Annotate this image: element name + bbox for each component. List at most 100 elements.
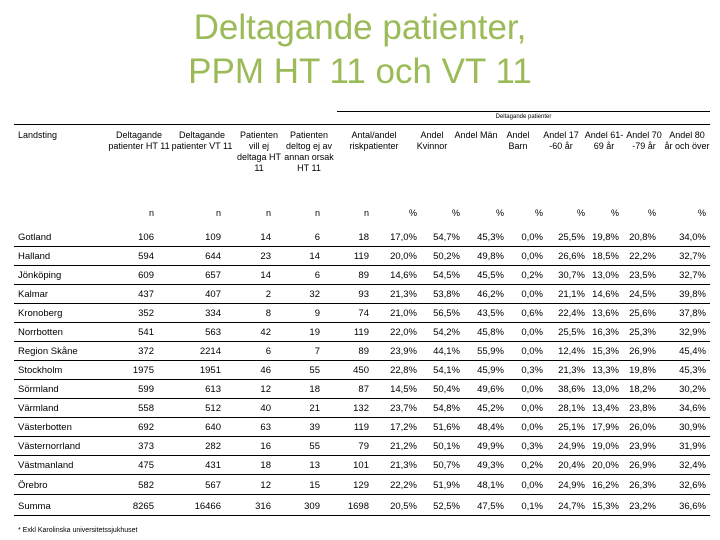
table-cell: 0,6% (521, 308, 543, 319)
table-cell: 22,4% (558, 308, 585, 319)
unit-label-3: n (265, 208, 271, 218)
table-cell: 109 (205, 232, 221, 243)
group-divider (337, 111, 710, 112)
row-divider (14, 360, 710, 361)
table-cell: 49,6% (477, 384, 504, 395)
table-cell: 16,2% (592, 480, 619, 491)
table-cell: 558 (138, 403, 154, 414)
group-label: Deltagande patienter (495, 114, 552, 120)
table-cell: 334 (205, 308, 221, 319)
table-cell: 50,7% (433, 460, 460, 471)
table-cell: 18 (260, 460, 271, 471)
table-cell: 34,6% (679, 403, 706, 414)
table-top-rule (14, 124, 710, 125)
table-row: Gotland 106 109 14 6 18 17,0% 54,7% 45,3% 0,0% 25,… (14, 228, 710, 247)
table-cell: 14 (309, 251, 320, 262)
table-cell: 13,0% (592, 270, 619, 281)
table-cell: 21,3% (558, 365, 585, 376)
table-cell: 55 (309, 441, 320, 452)
table-cell: 119 (353, 422, 369, 433)
table-cell: 475 (138, 460, 154, 471)
column-header-5: Antal/andel riskpatienter (349, 130, 399, 151)
table-cell: 51,6% (433, 422, 460, 433)
table-cell: 23,5% (629, 270, 656, 281)
table-cell: 6 (314, 232, 320, 243)
table-cell: 56,5% (433, 308, 460, 319)
table-row: Örebro 582 567 12 15 129 22,2% 51,9% 48,1% 0,0% 24… (14, 476, 710, 495)
table-cell: 30,2% (679, 384, 706, 395)
table-cell: 599 (138, 384, 154, 395)
table-cell: 36,6% (679, 501, 706, 512)
table-cell: 22,0% (390, 327, 417, 338)
unit-label-7: % (451, 208, 460, 218)
row-label: Jönköping (18, 270, 62, 281)
table-cell: 17,9% (592, 422, 619, 433)
table-cell: 20,0% (592, 460, 619, 471)
row-divider (14, 515, 710, 516)
table-cell: 16,3% (592, 327, 619, 338)
table-cell: 19,0% (592, 441, 619, 452)
table-cell: 0,0% (521, 403, 543, 414)
table-cell: 0,0% (521, 327, 543, 338)
unit-label-9: % (534, 208, 543, 218)
table-cell: 34,0% (679, 232, 706, 243)
table-cell: 12 (260, 480, 271, 491)
column-header-11: Andel 61-69 år (584, 130, 624, 151)
table-cell: 19,8% (592, 232, 619, 243)
table-row: Värmland 558 512 40 21 132 23,7% 54,8% 45,2% 0,0%… (14, 399, 710, 418)
table-cell: 16 (260, 441, 271, 452)
table-cell: 24,9% (558, 480, 585, 491)
table-cell: 13,6% (592, 308, 619, 319)
table-cell: 18 (358, 232, 369, 243)
table-cell: 25,1% (558, 422, 585, 433)
table-cell: 45,9% (477, 365, 504, 376)
table-cell: 50,4% (433, 384, 460, 395)
table-cell: 14,6% (592, 289, 619, 300)
row-label: Stockholm (18, 365, 63, 376)
table-cell: 22,8% (390, 365, 417, 376)
table-cell: 89 (358, 346, 369, 357)
row-divider (14, 379, 710, 380)
table-cell: 49,9% (477, 441, 504, 452)
table-cell: 74 (358, 308, 369, 319)
table-row: Summa 8265 16466 316 309 1698 20,5% 52,5% 47,5% 0… (14, 497, 710, 516)
table-cell: 2 (265, 289, 271, 300)
table-cell: 101 (353, 460, 369, 471)
page-title: Deltagande patienter, PPM HT 11 och VT 1… (0, 6, 720, 94)
table-cell: 38,6% (558, 384, 585, 395)
table-cell: 0,2% (521, 460, 543, 471)
table-cell: 563 (205, 327, 221, 338)
row-label: Gotland (18, 232, 52, 243)
table-cell: 437 (138, 289, 154, 300)
table-cell: 0,0% (521, 251, 543, 262)
footnote: * Exkl Karolinska universitetssjukhuset (18, 527, 138, 534)
table-cell: 0,1% (521, 501, 543, 512)
table-cell: 19,8% (629, 365, 656, 376)
table-cell: 21,3% (390, 460, 417, 471)
row-label: Värmland (18, 403, 59, 414)
table-cell: 19 (309, 327, 320, 338)
table-cell: 49,8% (477, 251, 504, 262)
table-cell: 21,3% (390, 289, 417, 300)
table-cell: 26,6% (558, 251, 585, 262)
table-cell: 594 (138, 251, 154, 262)
row-label: Kronoberg (18, 308, 63, 319)
table-cell: 17,2% (390, 422, 417, 433)
table-cell: 23 (260, 251, 271, 262)
table-cell: 20,4% (558, 460, 585, 471)
table-row: Stockholm 1975 1951 46 55 450 22,8% 54,1% 45,9% 0… (14, 361, 710, 380)
table-cell: 18 (309, 384, 320, 395)
table-cell: 1975 (132, 365, 154, 376)
table-cell: 79 (358, 441, 369, 452)
table-row: Västerbotten 692 640 63 39 119 17,2% 51,6% 48,4%… (14, 418, 710, 437)
row-label: Örebro (18, 480, 48, 491)
table-cell: 13,0% (592, 384, 619, 395)
row-label: Västerbotten (18, 422, 72, 433)
table-cell: 18,5% (592, 251, 619, 262)
table-cell: 1951 (199, 365, 221, 376)
table-cell: 48,1% (477, 480, 504, 491)
table-cell: 0,0% (521, 346, 543, 357)
table-cell: 613 (205, 384, 221, 395)
table-cell: 28,1% (558, 403, 585, 414)
table-cell: 119 (353, 251, 369, 262)
